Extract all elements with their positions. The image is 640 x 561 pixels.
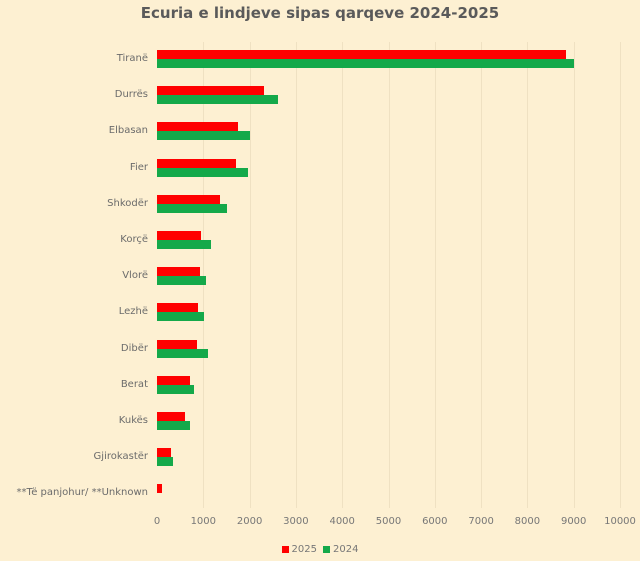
legend-item-2025: 2025 bbox=[281, 544, 317, 555]
legend-label: 2024 bbox=[333, 544, 359, 555]
x-tick-label: 7000 bbox=[468, 516, 494, 527]
bar-2024 bbox=[157, 276, 207, 286]
x-tick-label: 3000 bbox=[283, 516, 309, 527]
x-tick-label: 8000 bbox=[514, 516, 541, 527]
x-tick-label: 0 bbox=[153, 516, 161, 527]
legend-label: 2025 bbox=[291, 544, 317, 555]
bar-2025 bbox=[157, 303, 199, 313]
category-label: Durrës bbox=[114, 89, 148, 101]
legend-swatch bbox=[323, 546, 330, 553]
bar-2024 bbox=[157, 131, 251, 141]
legend-item-2024: 2024 bbox=[323, 544, 358, 555]
bar-2024 bbox=[157, 384, 195, 394]
plot-area bbox=[157, 42, 621, 508]
category-label: Berat bbox=[120, 378, 148, 390]
bar-2025 bbox=[157, 86, 264, 96]
category-label: Kukës bbox=[118, 415, 148, 426]
category-label: Elbasan bbox=[108, 125, 148, 137]
bar-2025 bbox=[157, 50, 567, 59]
bar-2025 bbox=[157, 158, 237, 168]
gridline bbox=[434, 42, 436, 508]
bar-2024 bbox=[157, 421, 190, 430]
x-tick-label: 9000 bbox=[560, 516, 587, 527]
x-tick-label: 1000 bbox=[190, 516, 217, 527]
chart-title: Ecuria e lindjeve sipas qarqeve 2024-202… bbox=[140, 4, 500, 22]
gridline bbox=[527, 42, 529, 508]
legend-swatch bbox=[281, 546, 289, 553]
x-tick-label: 6000 bbox=[422, 516, 448, 527]
category-label: Dibër bbox=[120, 342, 148, 354]
bar-2024 bbox=[157, 167, 249, 177]
x-tick-label: 2000 bbox=[236, 516, 263, 527]
bar-2024 bbox=[157, 203, 227, 213]
bar-2025 bbox=[157, 267, 201, 277]
gridline bbox=[481, 42, 483, 508]
bar-2024 bbox=[157, 457, 173, 467]
category-label: **Të panjohur/ **Unknown bbox=[16, 487, 149, 499]
category-label: Fier bbox=[129, 161, 148, 173]
category-label: Korçë bbox=[120, 234, 148, 245]
bar-2024 bbox=[157, 240, 212, 249]
bar-2025 bbox=[157, 231, 201, 240]
bar-2025 bbox=[157, 194, 220, 204]
category-label: Vlorë bbox=[122, 270, 148, 282]
legend: 2025 2024 bbox=[0, 544, 640, 556]
gridline bbox=[342, 42, 344, 508]
gridline bbox=[203, 42, 205, 508]
category-label: Lezhë bbox=[118, 306, 148, 318]
gridline bbox=[295, 42, 297, 508]
category-label: Gjirokastër bbox=[93, 451, 148, 463]
x-tick-label: 5000 bbox=[375, 516, 402, 527]
bar-2024 bbox=[157, 95, 278, 105]
gridline bbox=[388, 42, 390, 508]
category-label: Shkodër bbox=[107, 197, 148, 209]
gridline bbox=[620, 42, 621, 508]
bar-2024 bbox=[157, 312, 205, 322]
bar-2025 bbox=[157, 339, 197, 349]
gridline bbox=[573, 42, 575, 508]
category-label: Tiranë bbox=[116, 53, 148, 64]
bar-2025 bbox=[157, 412, 186, 421]
bar-2024 bbox=[157, 348, 208, 358]
x-tick-label: 10000 bbox=[604, 516, 636, 527]
bar-2025 bbox=[157, 448, 171, 458]
bar-2025 bbox=[157, 122, 239, 132]
gridline bbox=[249, 42, 251, 508]
x-tick-label: 4000 bbox=[329, 516, 355, 527]
bar-2025 bbox=[157, 484, 163, 494]
bar-2024 bbox=[157, 59, 574, 68]
bar-2025 bbox=[157, 375, 190, 385]
